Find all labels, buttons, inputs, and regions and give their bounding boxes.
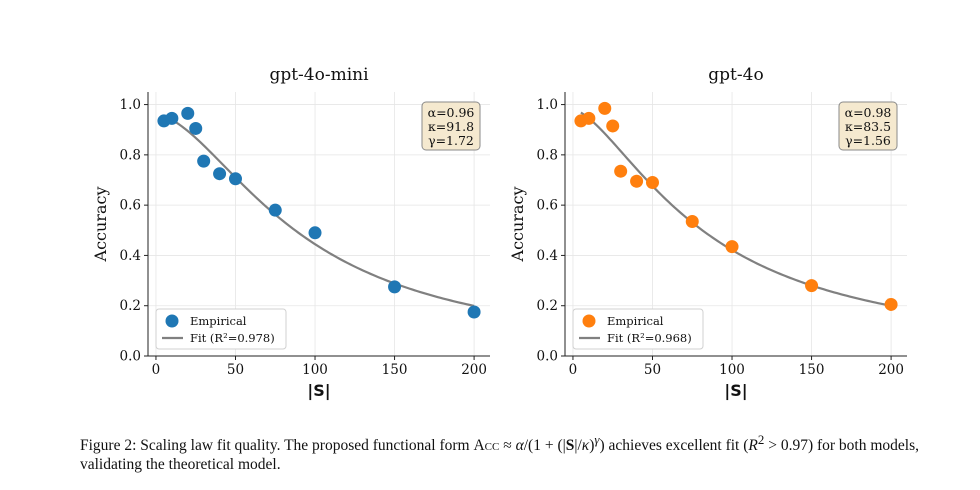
x-tick-label: 50 bbox=[644, 362, 661, 378]
x-axis-label: |S| bbox=[724, 381, 747, 401]
data-point bbox=[725, 240, 739, 254]
x-tick-label: 100 bbox=[719, 362, 745, 378]
y-tick-label: 0.0 bbox=[120, 349, 141, 365]
data-point bbox=[884, 297, 898, 311]
y-tick-label: 0.6 bbox=[120, 198, 141, 214]
x-tick-label: 50 bbox=[227, 362, 244, 378]
chart-title: gpt-4o-mini bbox=[269, 65, 369, 85]
chart-title: gpt-4o bbox=[708, 65, 763, 85]
x-tick-label: 200 bbox=[461, 362, 487, 378]
data-point bbox=[388, 280, 402, 294]
x-tick-label: 100 bbox=[302, 362, 328, 378]
y-tick-label: 0.4 bbox=[120, 248, 141, 264]
y-axis-label: Accuracy bbox=[508, 187, 527, 263]
legend-label-fit: Fit (R²=0.978) bbox=[190, 331, 275, 345]
y-tick-label: 0.8 bbox=[537, 147, 558, 163]
params-box-line: κ=83.5 bbox=[845, 119, 891, 134]
data-point bbox=[582, 111, 596, 125]
x-tick-label: 0 bbox=[152, 362, 161, 378]
figure-canvas: 0 50 100 150 200 0.0 0.2 0.4 0.6 0.8 1.0 gpt-4o-min… bbox=[91, 65, 907, 401]
data-point bbox=[630, 174, 644, 188]
y-tick-label: 0.6 bbox=[537, 198, 558, 214]
params-box-line: α=0.98 bbox=[845, 105, 892, 120]
data-point bbox=[805, 279, 819, 293]
data-point bbox=[181, 106, 195, 120]
data-point bbox=[197, 154, 211, 168]
x-tick-label: 0 bbox=[569, 362, 578, 378]
params-box-line: γ=1.72 bbox=[428, 133, 474, 148]
data-point bbox=[606, 119, 620, 133]
chart-panel-2: 0 50 100 150 200 0.0 0.2 0.4 0.6 0.8 1.0 gpt-4o |S| A… bbox=[508, 65, 907, 401]
legend-label-empirical: Empirical bbox=[607, 314, 664, 328]
x-tick-label: 150 bbox=[382, 362, 408, 378]
data-point bbox=[165, 111, 179, 125]
figure-caption: Figure 2: Scaling law fit quality. The p… bbox=[80, 432, 920, 474]
legend-box bbox=[572, 308, 704, 350]
data-point bbox=[467, 305, 481, 319]
legend-box bbox=[155, 308, 287, 350]
y-tick-label: 1.0 bbox=[537, 97, 558, 113]
data-point bbox=[268, 203, 282, 217]
legend-marker-empirical bbox=[165, 314, 179, 328]
x-axis-label: |S| bbox=[307, 381, 330, 401]
fit-curve bbox=[163, 115, 475, 307]
x-tick-label: 200 bbox=[878, 362, 904, 378]
data-point bbox=[685, 214, 699, 228]
y-tick-label: 0.8 bbox=[120, 147, 141, 163]
chart-panel-1: 0 50 100 150 200 0.0 0.2 0.4 0.6 0.8 1.0 gpt-4o-min… bbox=[91, 65, 490, 401]
params-box-line: γ=1.56 bbox=[845, 133, 891, 148]
y-tick-label: 0.2 bbox=[537, 298, 558, 314]
y-tick-label: 0.2 bbox=[120, 298, 141, 314]
params-box bbox=[421, 101, 481, 151]
params-box bbox=[838, 101, 898, 151]
data-point bbox=[189, 121, 203, 135]
y-tick-label: 0.4 bbox=[537, 248, 558, 264]
y-axis-label: Accuracy bbox=[91, 187, 110, 263]
x-tick-label: 150 bbox=[799, 362, 825, 378]
caption-label: Figure 2: bbox=[80, 437, 137, 455]
legend-marker-empirical bbox=[582, 314, 596, 328]
fit-curve bbox=[580, 111, 892, 307]
params-box-line: κ=91.8 bbox=[428, 119, 474, 134]
legend-label-empirical: Empirical bbox=[190, 314, 247, 328]
data-point bbox=[645, 176, 659, 190]
data-point bbox=[228, 172, 242, 186]
data-point bbox=[213, 167, 227, 181]
y-tick-label: 0.0 bbox=[537, 349, 558, 365]
data-point bbox=[598, 101, 612, 115]
caption-acc: Acc bbox=[473, 437, 500, 455]
data-point bbox=[614, 164, 628, 178]
y-tick-label: 1.0 bbox=[120, 97, 141, 113]
legend-label-fit: Fit (R²=0.968) bbox=[607, 331, 692, 345]
data-point bbox=[308, 226, 322, 240]
params-box-line: α=0.96 bbox=[428, 105, 475, 120]
